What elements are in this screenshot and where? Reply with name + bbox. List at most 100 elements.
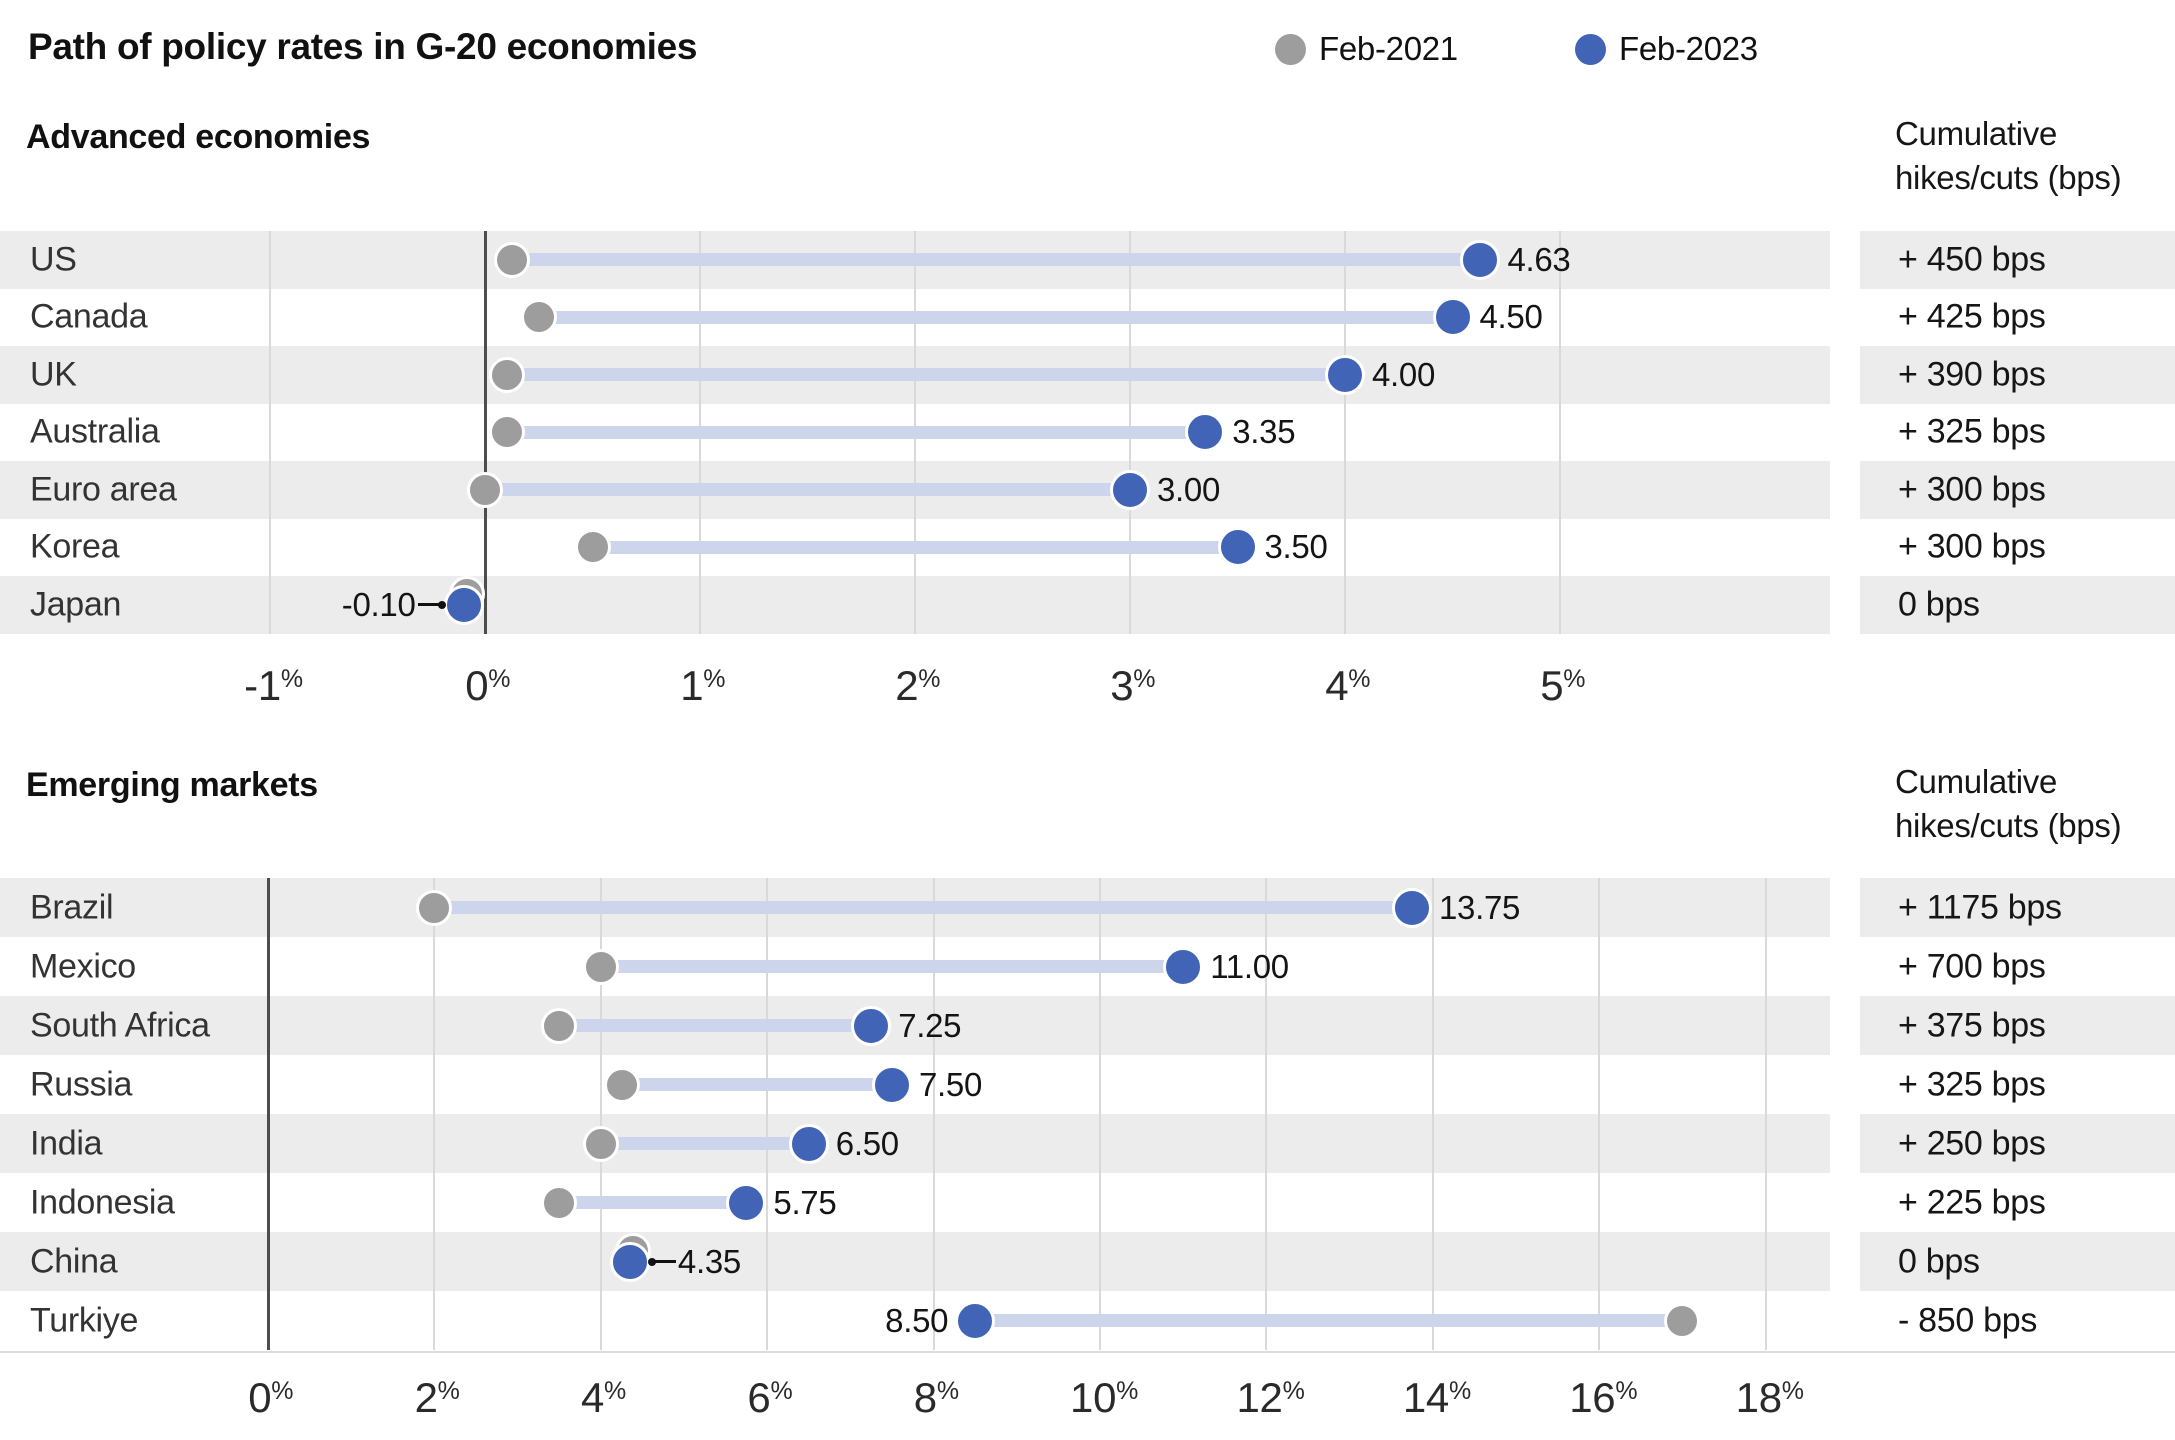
- cumulative-value: 0 bps: [1898, 585, 1980, 624]
- section-title-emerging: Emerging markets: [26, 766, 318, 804]
- cumulative-row-band: [1860, 346, 2175, 404]
- feb-2021-dot: [603, 1066, 640, 1103]
- dumbbell-connector: [592, 540, 1238, 554]
- feb-2021-dot: [488, 356, 525, 393]
- legend-label: Feb-2023: [1619, 30, 1758, 67]
- feb-2023-dot: [1392, 887, 1432, 928]
- feb-2021-dot: [416, 889, 453, 926]
- value-label: -0.10: [341, 585, 416, 623]
- gridline: [599, 878, 602, 1350]
- axis-tick-label: 6%: [747, 1374, 793, 1421]
- gridline: [1764, 878, 1767, 1350]
- row-label: Russia: [30, 1065, 133, 1103]
- cumulative-value: + 375 bps: [1898, 1006, 2046, 1044]
- cumulative-value: + 300 bps: [1898, 470, 2046, 509]
- cumulative-row-band: [1860, 878, 2175, 937]
- value-label: 8.50: [885, 1301, 949, 1339]
- dumbbell-connector: [600, 960, 1184, 973]
- axis-tick-label: 16%: [1569, 1374, 1638, 1421]
- dumbbell-connector: [559, 1196, 747, 1209]
- feb-2021-dot: [574, 529, 611, 566]
- cumulative-header-advanced: Cumulative hikes/cuts (bps): [1895, 112, 2122, 200]
- axis-tick-label: 0%: [465, 662, 511, 709]
- label-connector-dot: [437, 600, 446, 609]
- gridline: [932, 878, 935, 1350]
- label-connector-dash: [653, 1260, 676, 1263]
- row-label: UK: [30, 355, 77, 394]
- page-title: Path of policy rates in G-20 economies: [28, 26, 698, 67]
- feb-2023-dot: [788, 1123, 829, 1164]
- feb-2023-dot: [609, 1241, 650, 1282]
- gridline: [1344, 231, 1346, 634]
- section-title-advanced: Advanced economies: [26, 118, 371, 156]
- dumbbell-connector: [600, 1137, 809, 1150]
- cumulative-row-band: [1860, 461, 2175, 519]
- axis-tick-label: -1%: [244, 662, 303, 709]
- feb-2023-dot: [955, 1300, 996, 1341]
- label-connector-dash: [417, 603, 440, 607]
- gridline: [433, 878, 436, 1350]
- legend-item-feb-2023: Feb-2023: [1575, 30, 1758, 68]
- feb-2023-dot: [726, 1182, 767, 1223]
- cumulative-value: + 1175 bps: [1898, 888, 2062, 926]
- row-label: China: [30, 1242, 118, 1280]
- figure-bottom-rule: [0, 1351, 2175, 1353]
- feb-2023-dot: [1163, 946, 1204, 987]
- axis-tick-label: 8%: [913, 1374, 959, 1421]
- feb-2021-dot: [582, 948, 619, 985]
- gridline: [1099, 878, 1101, 1350]
- dumbbell-connector: [511, 253, 1481, 267]
- value-label: 7.50: [919, 1065, 983, 1103]
- feb-2021-dot: [493, 241, 530, 278]
- row-label: Korea: [30, 527, 120, 566]
- feb-2023-dot: [443, 584, 484, 625]
- row-label: Euro area: [30, 470, 177, 509]
- feb-2023-dot: [1185, 412, 1226, 453]
- value-label: 4.35: [677, 1242, 741, 1280]
- axis-tick-label: 14%: [1402, 1374, 1471, 1421]
- feb-2023-legend-dot-icon: [1575, 33, 1606, 65]
- cumulative-value: + 250 bps: [1898, 1124, 2046, 1162]
- value-label: 13.75: [1439, 888, 1521, 926]
- axis-tick-label: 0%: [248, 1374, 294, 1421]
- value-label: 3.50: [1264, 528, 1328, 566]
- value-label: 4.00: [1372, 355, 1436, 393]
- cumulative-value: 0 bps: [1898, 1242, 1980, 1280]
- row-band: [0, 1114, 1830, 1173]
- cumulative-value: - 850 bps: [1898, 1301, 2038, 1339]
- value-label: 4.50: [1479, 298, 1543, 336]
- row-label: India: [30, 1124, 103, 1162]
- cumulative-value: + 700 bps: [1898, 947, 2046, 985]
- cumulative-header-line1: Cumulative: [1895, 115, 2058, 152]
- dumbbell-connector: [975, 1314, 1683, 1327]
- row-label: Indonesia: [30, 1183, 175, 1221]
- gridline: [269, 231, 271, 634]
- feb-2023-dot: [1325, 354, 1365, 395]
- cumulative-value: + 225 bps: [1898, 1183, 2046, 1221]
- cumulative-value: + 325 bps: [1898, 412, 2046, 451]
- cumulative-header-line2: hikes/cuts (bps): [1895, 159, 2122, 196]
- gridline: [1598, 878, 1601, 1350]
- cumulative-value: + 450 bps: [1898, 240, 2046, 279]
- gridline: [1431, 878, 1434, 1350]
- row-label: Japan: [30, 585, 122, 624]
- row-band: [0, 996, 1830, 1055]
- cumulative-row-band: [1860, 1114, 2175, 1173]
- row-label: Mexico: [30, 947, 136, 985]
- axis-tick-label: 2%: [414, 1374, 460, 1421]
- feb-2021-legend-dot-icon: [1275, 33, 1306, 65]
- dumbbell-connector: [506, 368, 1345, 382]
- cumulative-value: + 425 bps: [1898, 297, 2046, 336]
- dumbbell-connector: [621, 1078, 892, 1091]
- axis-tick-label: 3%: [1110, 662, 1156, 709]
- feb-2023-dot: [1460, 239, 1501, 280]
- feb-2023-dot: [1432, 297, 1473, 338]
- row-label: Australia: [30, 412, 160, 451]
- value-label: 5.75: [773, 1183, 837, 1221]
- value-label: 3.35: [1232, 413, 1296, 451]
- value-label: 11.00: [1210, 947, 1289, 985]
- axis-tick-label: 4%: [1325, 662, 1371, 709]
- gridline: [1265, 878, 1268, 1350]
- row-label: Turkiye: [30, 1301, 139, 1339]
